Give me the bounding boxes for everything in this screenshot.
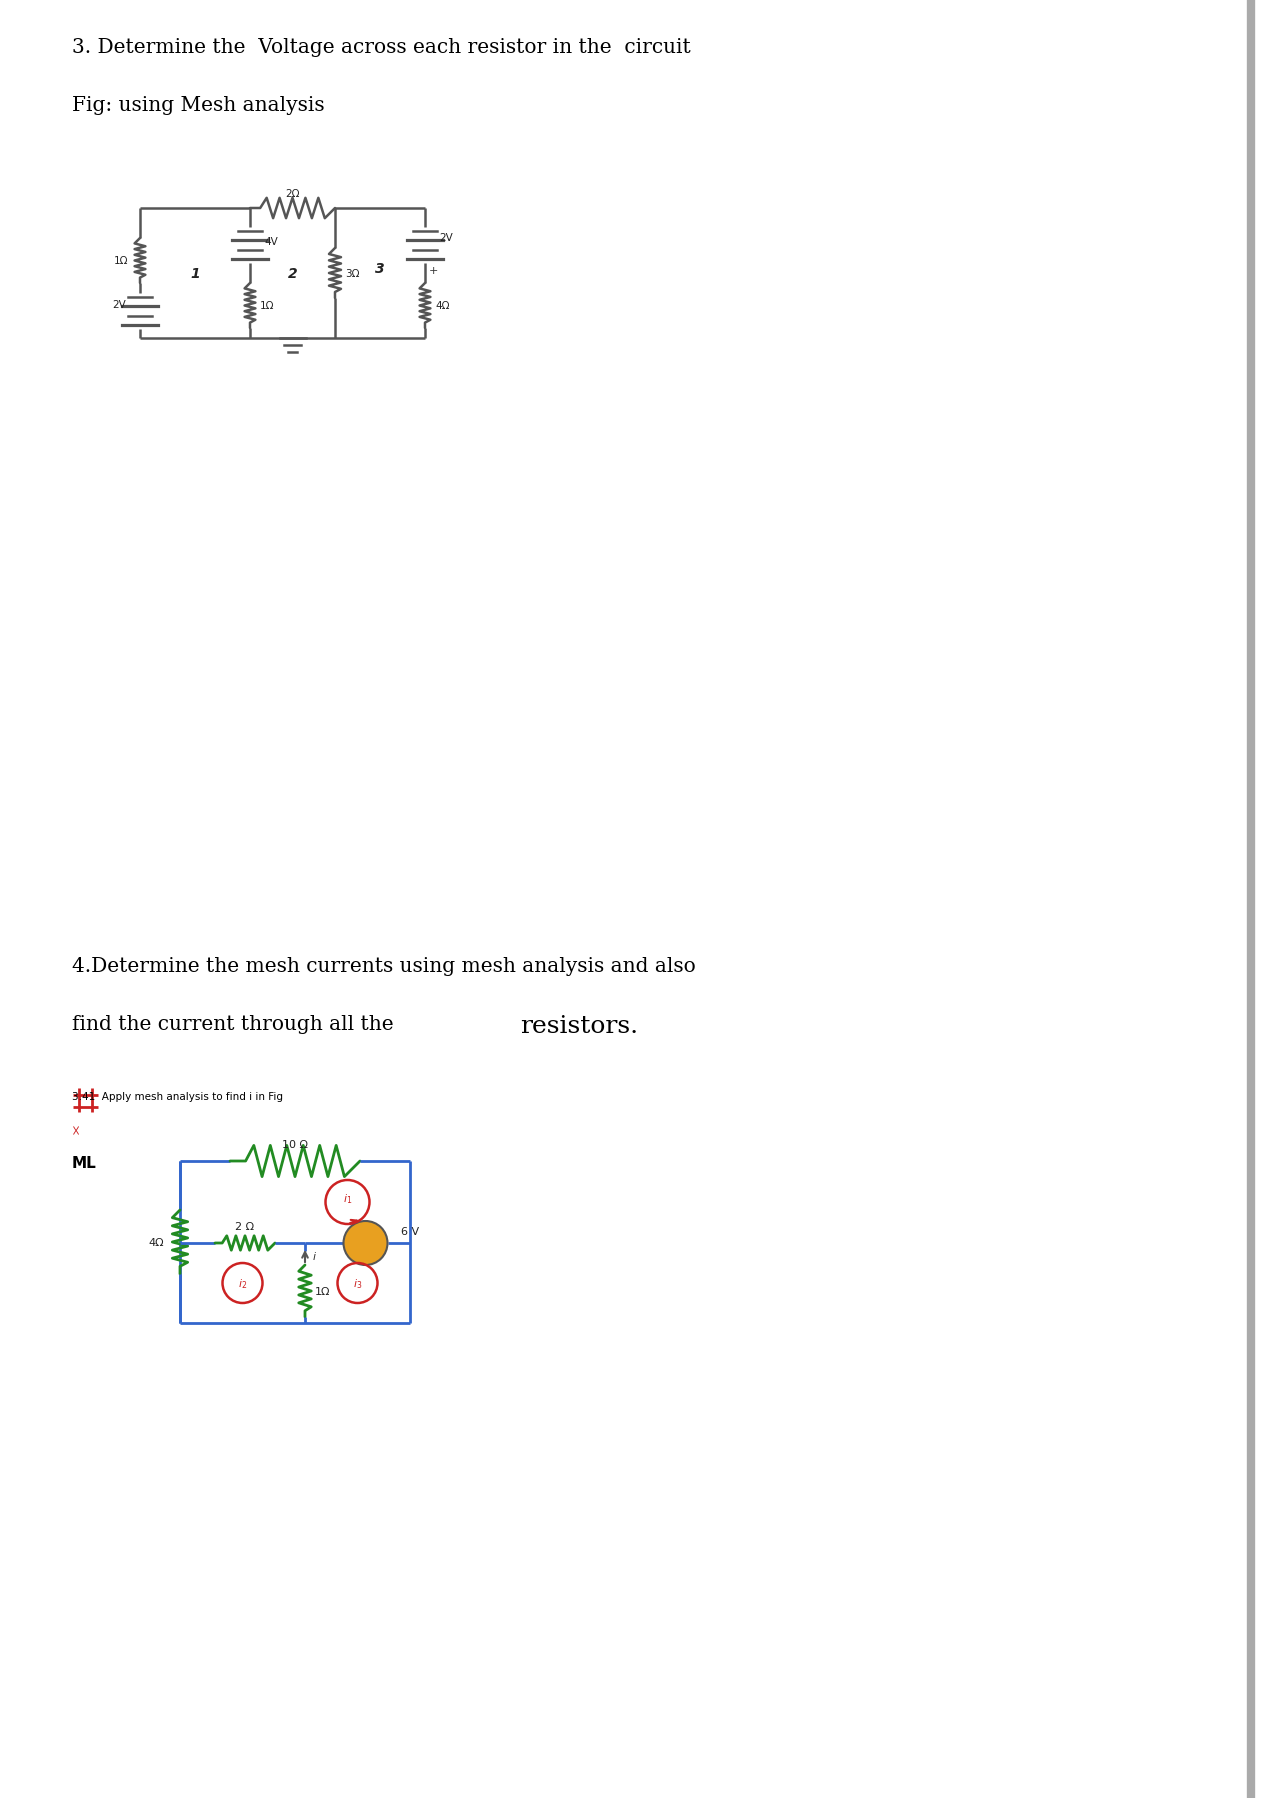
- Text: 4Ω: 4Ω: [435, 302, 449, 311]
- Text: 1: 1: [190, 266, 200, 280]
- Text: resistors.: resistors.: [520, 1014, 638, 1037]
- Text: +: +: [429, 266, 438, 275]
- Text: 6 V: 6 V: [401, 1226, 419, 1237]
- Text: i: i: [313, 1251, 316, 1262]
- Text: +: +: [354, 1239, 362, 1248]
- Text: ML: ML: [72, 1156, 96, 1170]
- Text: 4Ω: 4Ω: [149, 1237, 164, 1248]
- Text: 3Ω: 3Ω: [345, 270, 360, 279]
- Text: $i_3$: $i_3$: [353, 1277, 362, 1291]
- Text: 1Ω: 1Ω: [315, 1286, 330, 1296]
- Text: 3. Determine the  Voltage across each resistor in the  circuit: 3. Determine the Voltage across each res…: [72, 38, 691, 58]
- Text: −: −: [369, 1239, 379, 1248]
- Text: 10 Ω: 10 Ω: [282, 1140, 308, 1149]
- Text: find the current through all the: find the current through all the: [72, 1014, 394, 1034]
- Text: 3.41  Apply mesh analysis to find i in Fig: 3.41 Apply mesh analysis to find i in Fi…: [72, 1091, 282, 1102]
- Text: 2V: 2V: [112, 300, 126, 311]
- Text: 4V: 4V: [265, 237, 277, 246]
- Text: 1Ω: 1Ω: [113, 257, 128, 266]
- Text: ☓: ☓: [72, 1124, 80, 1138]
- Text: 2 Ω: 2 Ω: [235, 1221, 254, 1232]
- Text: 3: 3: [375, 263, 385, 275]
- Text: 4.Determine the mesh currents using mesh analysis and also: 4.Determine the mesh currents using mesh…: [72, 957, 696, 976]
- Text: 1Ω: 1Ω: [259, 302, 275, 311]
- Circle shape: [344, 1221, 388, 1266]
- Text: $i_1$: $i_1$: [343, 1192, 352, 1205]
- Text: 2: 2: [288, 266, 298, 280]
- Text: Fig: using Mesh analysis: Fig: using Mesh analysis: [72, 95, 325, 115]
- Text: 2V: 2V: [439, 234, 453, 243]
- Text: 2Ω: 2Ω: [285, 189, 299, 200]
- Text: $i_2$: $i_2$: [238, 1277, 247, 1291]
